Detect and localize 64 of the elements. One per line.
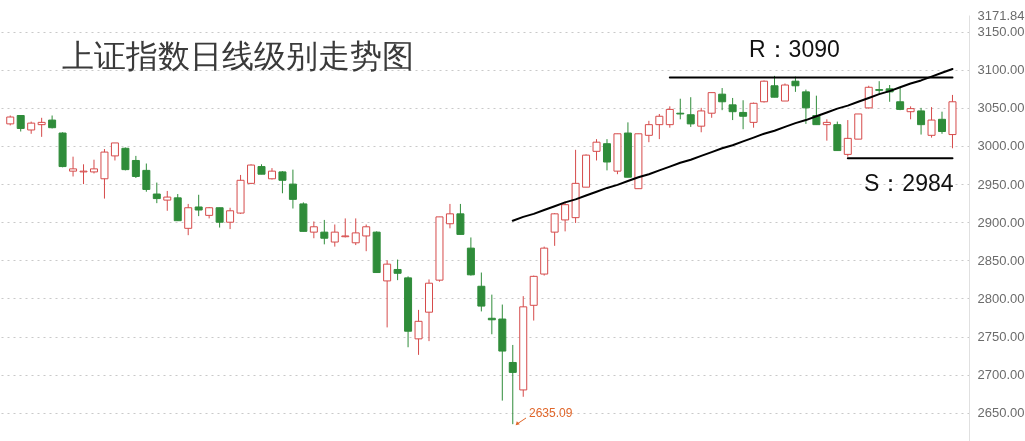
candlestick [215,207,224,229]
candlestick [760,79,769,104]
candlestick [697,107,706,133]
candlestick [927,106,936,139]
candlestick [320,219,329,245]
candlestick [655,113,664,140]
candlestick [665,105,674,129]
y-tick-label: 2750.00 [977,329,1025,345]
candlestick [226,207,235,230]
y-tick-label: 2900.00 [977,214,1025,230]
y-tick-label: 3150.00 [977,24,1025,40]
candlestick [194,194,203,217]
y-tick-label: 3100.00 [977,62,1025,78]
annotation: S：2984 [864,170,954,197]
text: 上证指数日线级别走势图 [62,38,414,74]
candlestick [163,190,172,212]
candlestick [445,203,454,229]
candlestick [728,97,737,121]
candlestick [561,201,570,232]
candlestick [749,102,758,129]
candlestick [592,138,601,161]
annotation: 2635.09 [529,406,573,420]
y-tick-label: 2950.00 [977,176,1025,192]
y-tick-label: 2650.00 [977,405,1025,421]
candlestick [37,117,46,138]
candlestick [79,163,88,185]
candlestick [383,259,392,328]
candlestick [676,98,685,120]
candlestick [351,217,360,246]
candlestick [330,224,339,248]
y-tick-label: 2700.00 [977,367,1025,383]
candlestick [644,120,653,143]
candlestick [739,99,748,130]
candlestick [288,169,297,209]
candlestick [69,156,78,177]
candlestick [393,259,402,281]
y-tick-label: 3000.00 [977,138,1025,154]
candlestick [917,107,926,136]
candlestick [414,309,423,356]
candlestick [477,272,486,312]
candlestick [686,96,695,128]
annotation: R：3090 [749,36,840,63]
candlestick [801,89,810,125]
candlestick [707,92,716,119]
candlestick [550,212,559,247]
line-series [511,68,954,222]
candlestick [843,119,852,158]
candlestick [173,193,182,222]
candlestick [456,203,465,235]
candlestick [278,170,287,194]
candlestick [602,138,611,171]
candlestick [718,87,727,111]
y-tick-label: 2850.00 [977,252,1025,268]
candlestick [89,159,98,174]
candlestick [184,203,193,236]
candlestick [362,224,371,252]
candlestick [131,155,140,179]
y-tick-label: 3171.84 [977,7,1025,23]
candlestick [822,118,831,142]
candlestick [938,111,947,135]
candlestick [152,182,161,204]
y-tick-label: 3050.00 [977,100,1025,116]
candlestick [142,163,151,193]
y-tick-label: 2800.00 [977,290,1025,306]
